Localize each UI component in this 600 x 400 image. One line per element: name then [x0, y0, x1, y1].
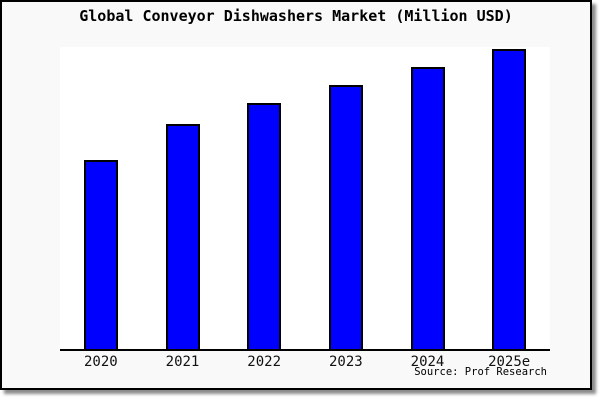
bar-2020: [83, 160, 118, 349]
x-tick-label-2022: 2022: [247, 354, 282, 370]
bar-2023: [328, 85, 363, 349]
plot-area: [60, 47, 550, 351]
x-axis-tick-labels: 2020 2021 2022 2023 2024 2025e: [60, 355, 550, 371]
bar-2024: [410, 67, 445, 349]
chart-title: Global Conveyor Dishwashers Market (Mill…: [79, 7, 513, 25]
chart-frame: Global Conveyor Dishwashers Market (Mill…: [0, 0, 592, 390]
bar-2025e: [492, 49, 527, 349]
x-tick-label-2021: 2021: [165, 354, 200, 370]
x-tick-label-2024: 2024: [410, 354, 445, 370]
bar-2022: [247, 103, 282, 349]
x-tick-label-2020: 2020: [83, 354, 118, 370]
x-tick-label-2023: 2023: [328, 354, 363, 370]
source-note: Source: Prof Research: [414, 366, 547, 378]
bar-2021: [165, 124, 200, 349]
x-tick-label-2025e: 2025e: [488, 354, 531, 370]
